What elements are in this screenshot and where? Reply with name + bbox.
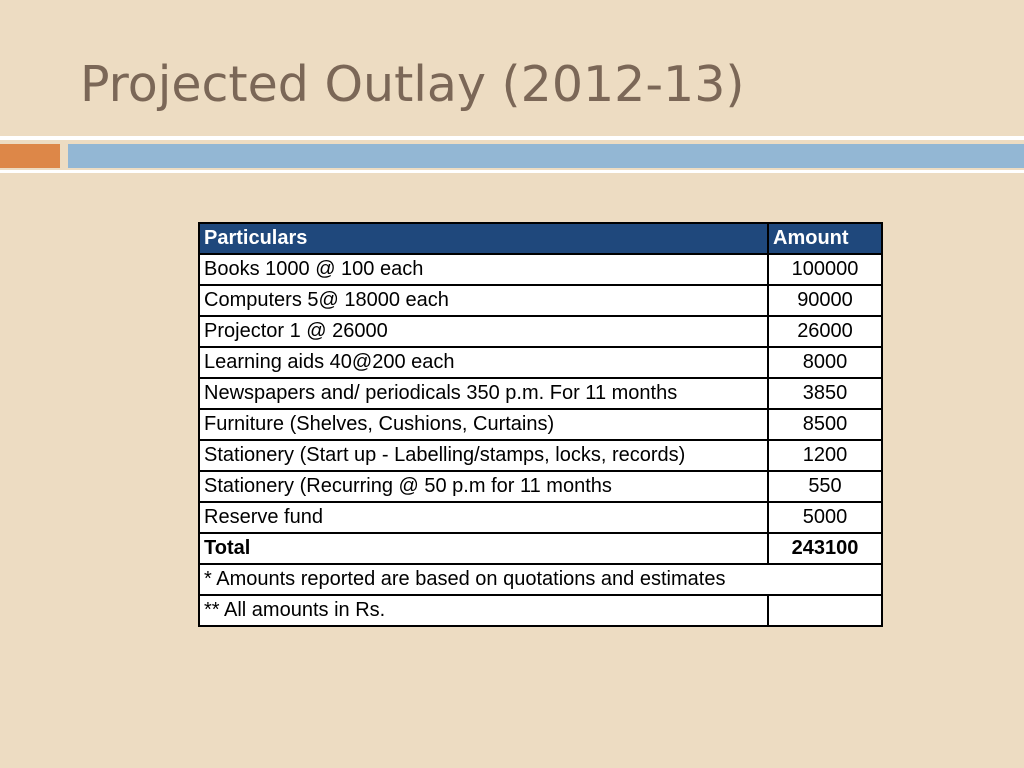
row-amount: 8000 xyxy=(767,346,883,379)
total-label: Total xyxy=(198,532,769,565)
row-particulars: Furniture (Shelves, Cushions, Curtains) xyxy=(198,408,769,441)
note-row-quotations: * Amounts reported are based on quotatio… xyxy=(198,563,883,596)
note-quotations: * Amounts reported are based on quotatio… xyxy=(198,563,883,596)
note-currency: ** All amounts in Rs. xyxy=(198,594,769,627)
row-particulars: Projector 1 @ 26000 xyxy=(198,315,769,348)
row-amount: 1200 xyxy=(767,439,883,472)
row-amount: 8500 xyxy=(767,408,883,441)
row-amount: 5000 xyxy=(767,501,883,534)
accent-bar-orange xyxy=(0,144,60,168)
row-particulars: Stationery (Recurring @ 50 p.m for 11 mo… xyxy=(198,470,769,503)
table-row: Furniture (Shelves, Cushions, Curtains) … xyxy=(198,408,883,441)
row-amount: 90000 xyxy=(767,284,883,317)
row-particulars: Learning aids 40@200 each xyxy=(198,346,769,379)
row-particulars: Books 1000 @ 100 each xyxy=(198,253,769,286)
slide-title: Projected Outlay (2012-13) xyxy=(80,56,745,113)
row-amount: 100000 xyxy=(767,253,883,286)
note-empty-cell xyxy=(767,594,883,627)
total-amount: 243100 xyxy=(767,532,883,565)
table-row: Stationery (Start up - Labelling/stamps,… xyxy=(198,439,883,472)
row-particulars: Newspapers and/ periodicals 350 p.m. For… xyxy=(198,377,769,410)
row-particulars: Computers 5@ 18000 each xyxy=(198,284,769,317)
row-particulars: Reserve fund xyxy=(198,501,769,534)
note-row-currency: ** All amounts in Rs. xyxy=(198,594,883,627)
table-row: Stationery (Recurring @ 50 p.m for 11 mo… xyxy=(198,470,883,503)
header-amount: Amount xyxy=(767,222,883,255)
row-amount: 550 xyxy=(767,470,883,503)
table-row: Newspapers and/ periodicals 350 p.m. For… xyxy=(198,377,883,410)
header-rule-top xyxy=(0,136,1024,140)
accent-bar-blue xyxy=(68,144,1024,168)
table-row: Learning aids 40@200 each 8000 xyxy=(198,346,883,379)
row-particulars: Stationery (Start up - Labelling/stamps,… xyxy=(198,439,769,472)
table-header-row: Particulars Amount xyxy=(198,222,883,255)
table-row: Projector 1 @ 26000 26000 xyxy=(198,315,883,348)
header-particulars: Particulars xyxy=(198,222,769,255)
table-row: Books 1000 @ 100 each 100000 xyxy=(198,253,883,286)
row-amount: 3850 xyxy=(767,377,883,410)
outlay-table: Particulars Amount Books 1000 @ 100 each… xyxy=(198,222,883,627)
total-row: Total 243100 xyxy=(198,532,883,565)
row-amount: 26000 xyxy=(767,315,883,348)
table-row: Computers 5@ 18000 each 90000 xyxy=(198,284,883,317)
header-rule-bottom xyxy=(0,170,1024,173)
table-row: Reserve fund 5000 xyxy=(198,501,883,534)
